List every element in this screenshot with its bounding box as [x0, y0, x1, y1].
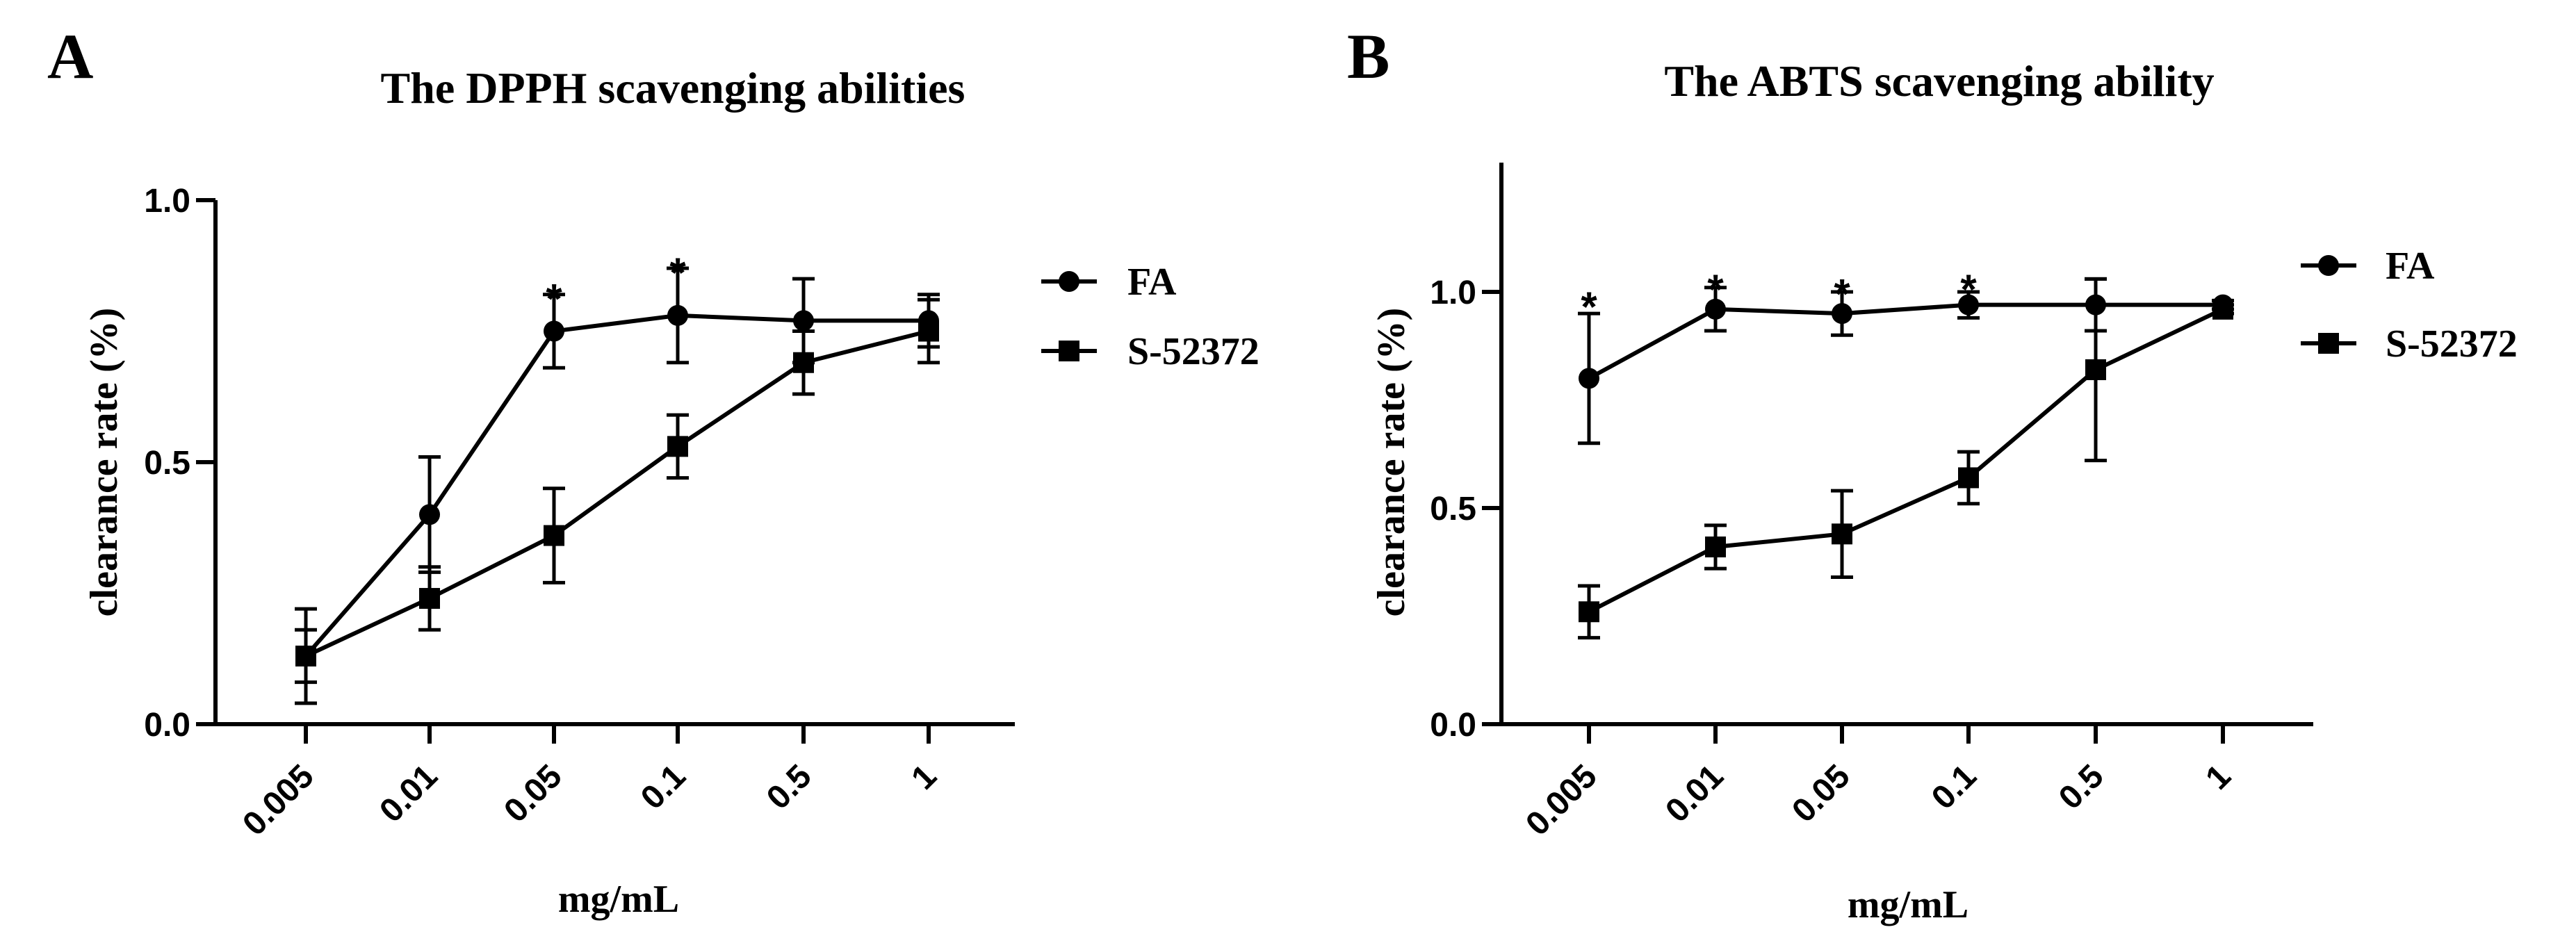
- panel-letter: B: [1347, 21, 1389, 92]
- series-s-52372: [1578, 277, 2234, 640]
- data-point: [1579, 368, 1599, 389]
- data-point: [295, 645, 316, 666]
- data-point: [1705, 298, 1726, 320]
- x-tick-label: 0.01: [373, 758, 445, 830]
- significance-marker: *: [546, 276, 562, 322]
- legend-marker: [1059, 341, 1079, 361]
- x-axis-label: mg/mL: [558, 878, 679, 921]
- panel-a: A The DPPH scavenging abilities 0.0 0.5 1.0 0…: [47, 21, 1260, 921]
- x-axis-label: mg/mL: [1848, 883, 1968, 926]
- legend-marker: [1059, 271, 1079, 292]
- data-point: [419, 588, 440, 609]
- significance-marker: *: [1834, 270, 1850, 317]
- series-fa: [1578, 277, 2234, 445]
- x-tick-label: 0.05: [1785, 758, 1857, 830]
- x-tick-label: 0.005: [1519, 758, 1604, 842]
- x-tick-label: 0.1: [634, 758, 693, 817]
- significance-marker: *: [669, 249, 686, 296]
- x-tick-label: 0.01: [1658, 758, 1731, 830]
- legend-label: S-52372: [1127, 330, 1260, 373]
- data-point: [1958, 467, 1979, 489]
- y-tick-label: 0.0: [144, 707, 190, 744]
- y-tick-label: 1.0: [144, 183, 190, 220]
- x-tick-label: 1: [2199, 758, 2237, 796]
- series-line: [304, 329, 929, 658]
- significance-marker: *: [1707, 266, 1724, 313]
- x-tick-label: 0.05: [497, 758, 569, 830]
- series-line: [1588, 307, 2224, 614]
- legend-item: S-52372: [1041, 330, 1260, 373]
- y-tick-label: 1.0: [1430, 275, 1476, 311]
- legend-marker: [2318, 333, 2339, 354]
- legend-label: FA: [1127, 261, 1177, 304]
- y-tick-label: 0.5: [1430, 491, 1476, 527]
- chart-title: The DPPH scavenging abilities: [381, 63, 965, 113]
- significance-marker: *: [1960, 266, 1977, 313]
- x-tick-label: 1: [904, 758, 943, 796]
- data-point: [793, 352, 814, 373]
- series-line: [304, 313, 929, 657]
- data-point: [2085, 359, 2106, 380]
- data-point: [793, 310, 814, 332]
- panel-letter: A: [47, 21, 93, 92]
- legend-item: FA: [1041, 261, 1177, 304]
- x-tick-label: 0.5: [760, 758, 819, 817]
- data-point: [667, 436, 688, 457]
- legend-item: S-52372: [2301, 322, 2518, 366]
- data-point: [419, 504, 440, 525]
- series-line: [1588, 302, 2223, 381]
- data-point: [1579, 601, 1599, 623]
- y-axis-label: clearance rate (%): [83, 308, 126, 617]
- x-tick-label: 0.005: [236, 758, 320, 842]
- legend-label: S-52372: [2386, 322, 2518, 366]
- legend-label: FA: [2386, 245, 2435, 288]
- series-fa: [295, 266, 940, 685]
- data-point: [1705, 536, 1726, 557]
- data-point: [1832, 523, 1852, 545]
- y-tick-label: 0.5: [144, 445, 190, 482]
- x-tick-label: 0.5: [2052, 758, 2111, 817]
- data-point: [544, 320, 564, 342]
- data-point: [667, 304, 688, 326]
- legend-item: FA: [2301, 245, 2435, 288]
- data-point: [1958, 294, 1979, 316]
- chart-title: The ABTS scavenging ability: [1664, 56, 2214, 106]
- series-s-52372: [295, 297, 940, 705]
- data-point: [918, 320, 939, 342]
- data-point: [544, 525, 564, 546]
- data-point: [1832, 303, 1852, 325]
- y-axis-label: clearance rate (%): [1370, 308, 1413, 617]
- x-tick-label: 0.1: [1925, 758, 1984, 817]
- y-tick-label: 0.0: [1430, 707, 1476, 744]
- panel-b: B The ABTS scavenging ability 0.0 0.5 1.0 0.0…: [1347, 21, 2518, 926]
- data-point: [2212, 298, 2233, 320]
- legend-marker: [2318, 255, 2339, 276]
- significance-marker: *: [1581, 284, 1597, 330]
